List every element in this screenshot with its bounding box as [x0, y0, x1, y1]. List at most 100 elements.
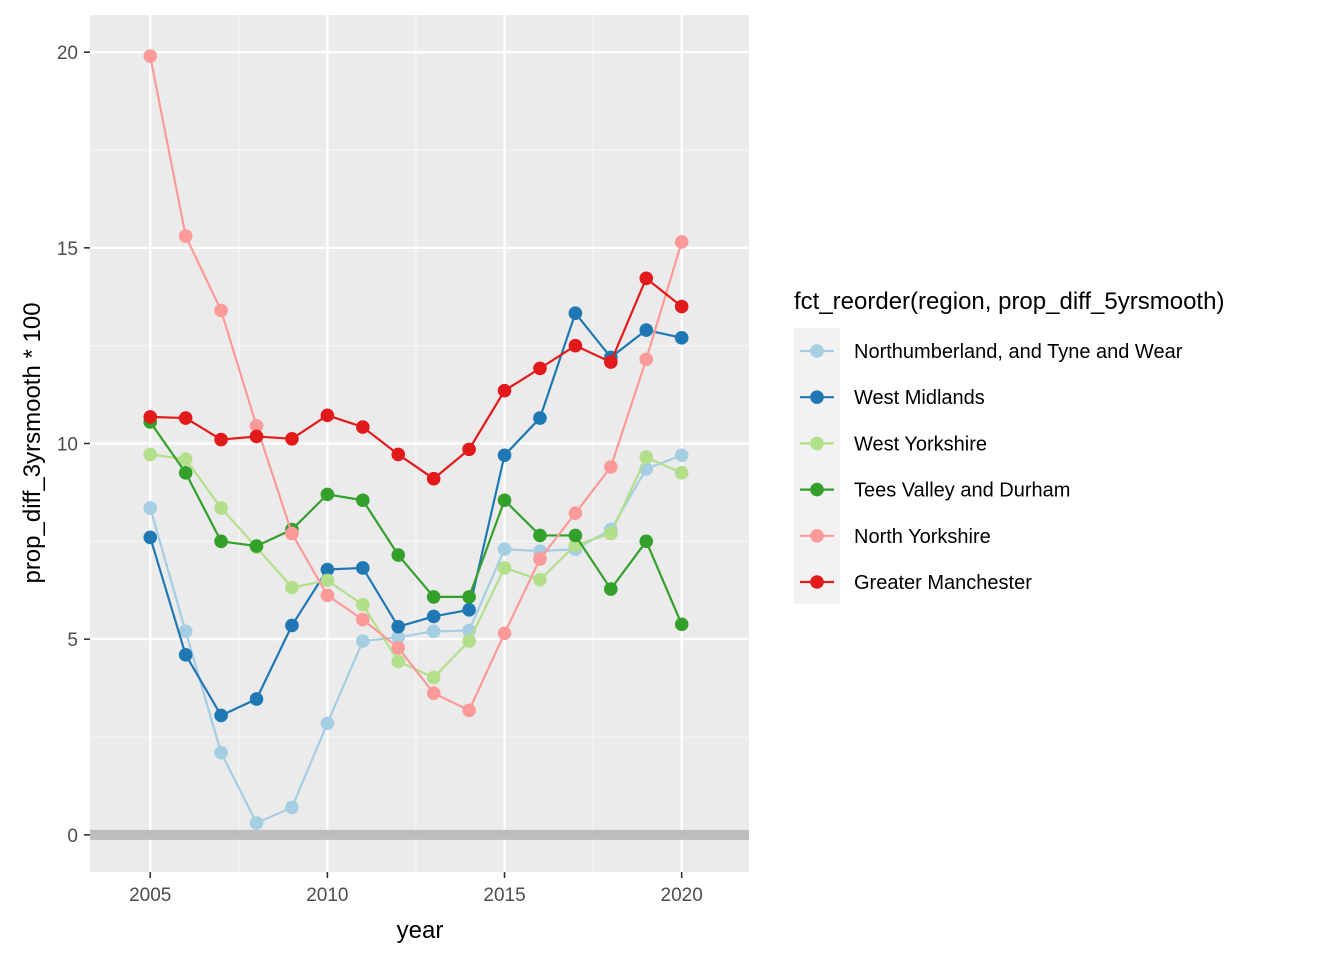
data-point [497, 493, 512, 508]
legend-title: fct_reorder(region, prop_diff_5yrsmooth) [794, 288, 1224, 315]
data-point [604, 355, 618, 369]
data-point [674, 299, 689, 314]
data-point [674, 235, 689, 249]
legend-key-point [810, 390, 824, 405]
data-point [462, 590, 476, 604]
data-point [178, 452, 193, 466]
legend: fct_reorder(region, prop_diff_5yrsmooth)… [794, 288, 1224, 604]
data-point [497, 561, 512, 575]
data-point [674, 466, 689, 480]
data-point [356, 612, 370, 627]
data-point [639, 271, 654, 286]
data-point [320, 408, 335, 423]
legend-key-point [810, 482, 824, 497]
legend-label: North Yorkshire [854, 526, 991, 548]
data-point [391, 548, 406, 562]
data-point [285, 800, 299, 815]
data-point [320, 573, 335, 588]
data-point [356, 634, 370, 648]
data-point [426, 624, 441, 639]
data-point [674, 617, 689, 632]
legend-items: Northumberland, and Tyne and Wear West Mi… [800, 341, 1183, 594]
series-3 [143, 415, 689, 632]
data-point [604, 582, 618, 596]
legend-key-background [794, 328, 840, 604]
data-point [214, 534, 228, 549]
legend-label: Greater Manchester [854, 572, 1032, 594]
data-point [285, 432, 299, 446]
series-5 [143, 271, 689, 486]
data-point [143, 501, 158, 515]
legend-key-point [810, 529, 824, 543]
data-point [285, 526, 299, 541]
axis-layer: 2005 2010 2015 2020 0 5 10 15 20 [57, 43, 703, 906]
data-point [497, 448, 512, 463]
data-point [391, 447, 406, 462]
data-point [320, 716, 335, 731]
data-point [143, 410, 158, 424]
y-tick-label: 10 [57, 435, 78, 456]
major-gridlines [90, 15, 749, 872]
data-point [214, 708, 228, 723]
data-point [391, 630, 406, 645]
data-point [639, 352, 654, 367]
legend-label: Northumberland, and Tyne and Wear [854, 341, 1183, 363]
data-point [533, 361, 547, 376]
series-4 [143, 49, 689, 718]
y-axis-title: prop_diff_3yrsmooth * 100 [19, 302, 46, 583]
legend-key-point [810, 344, 824, 358]
series-line [149, 312, 682, 717]
data-point [249, 692, 264, 706]
data-point [462, 603, 476, 617]
legend-key-point [810, 575, 824, 589]
data-point [249, 539, 264, 553]
data-point [214, 432, 228, 447]
data-point [356, 597, 370, 612]
x-tick-label: 2005 [129, 885, 171, 906]
data-point [320, 562, 335, 577]
data-point [462, 703, 476, 718]
data-point [639, 450, 654, 464]
data-point [639, 323, 654, 337]
data-point [604, 526, 618, 541]
data-point [285, 618, 299, 633]
data-point [604, 460, 618, 474]
series-line [149, 55, 683, 712]
data-point [356, 561, 370, 575]
legend-item: Tees Valley and Durham [800, 480, 1070, 502]
data-point [178, 411, 193, 425]
data-point [356, 493, 370, 508]
legend-item: West Yorkshire [800, 433, 987, 455]
data-point [249, 816, 264, 830]
series-line [149, 421, 683, 625]
data-point [497, 542, 512, 556]
data-point [426, 686, 441, 700]
data-point [178, 648, 193, 662]
data-point [426, 590, 441, 604]
legend-label: Tees Valley and Durham [854, 480, 1070, 502]
data-point [249, 419, 264, 433]
x-axis-title: year [397, 917, 444, 944]
series-layer [143, 49, 689, 830]
data-point [568, 338, 583, 353]
legend-item: North Yorkshire [800, 526, 991, 548]
data-point [320, 588, 335, 603]
data-point [143, 49, 158, 63]
data-point [533, 528, 547, 543]
data-point [533, 552, 547, 566]
data-point [178, 229, 193, 243]
x-tick-label: 2010 [306, 885, 348, 906]
data-point [462, 442, 476, 457]
legend-item: Greater Manchester [800, 572, 1032, 594]
data-point [462, 634, 476, 648]
data-point [285, 580, 299, 595]
y-tick-label: 20 [57, 43, 78, 64]
data-point [249, 429, 264, 444]
data-point [214, 745, 228, 760]
data-point [391, 654, 406, 669]
y-tick-label: 15 [57, 239, 78, 260]
x-tick-label: 2020 [661, 885, 703, 906]
data-point [426, 471, 441, 486]
data-point [639, 534, 654, 549]
data-point [178, 466, 193, 480]
